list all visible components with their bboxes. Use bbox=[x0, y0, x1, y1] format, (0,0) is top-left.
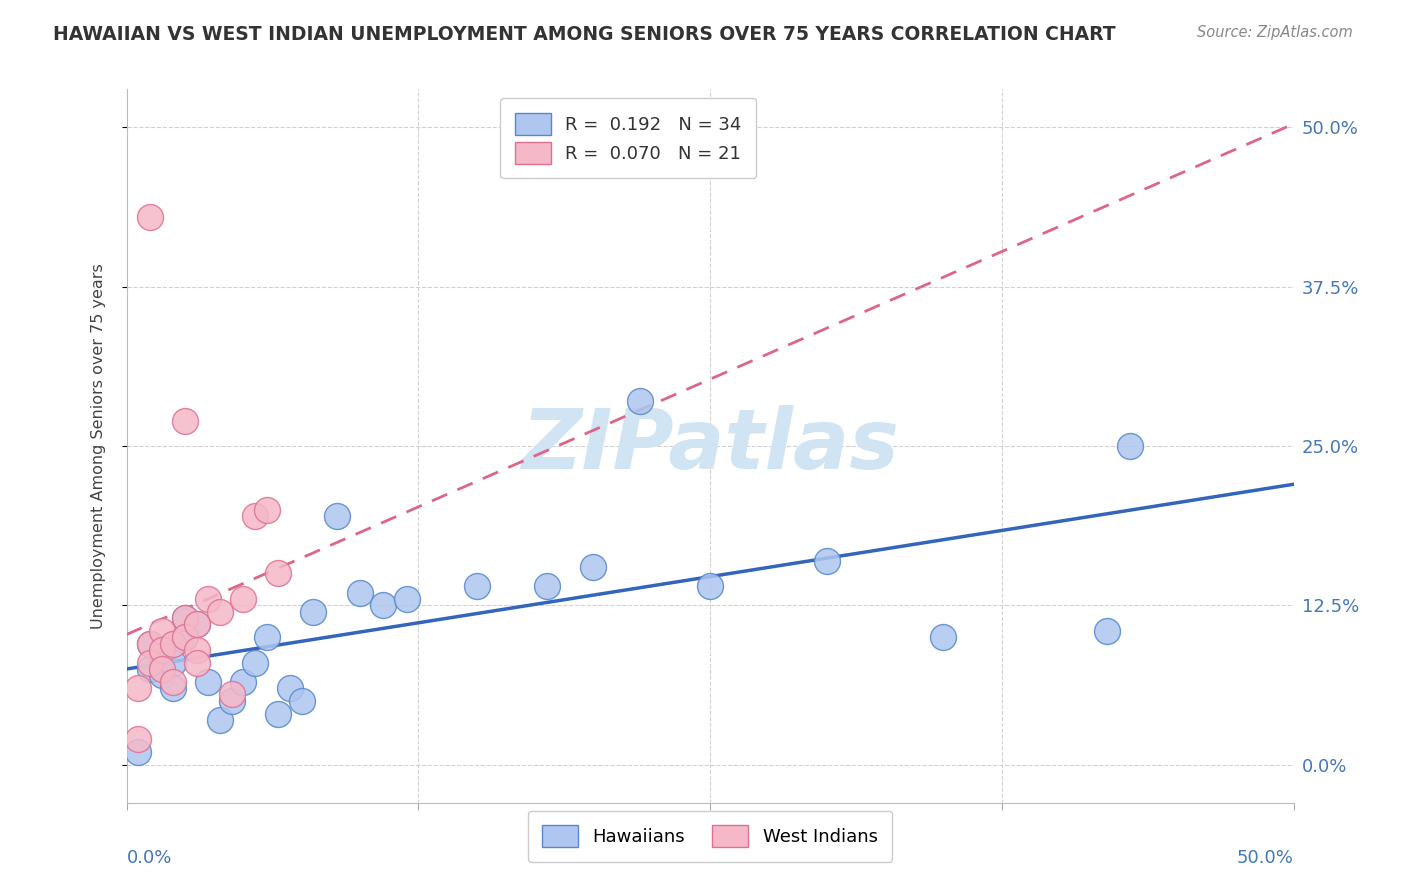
Legend: Hawaiians, West Indians: Hawaiians, West Indians bbox=[527, 811, 893, 862]
Point bbox=[127, 732, 149, 747]
Point bbox=[267, 706, 290, 721]
Text: 50.0%: 50.0% bbox=[1237, 849, 1294, 867]
Point bbox=[197, 591, 219, 606]
Point bbox=[221, 688, 243, 702]
Point bbox=[174, 611, 197, 625]
Point bbox=[325, 509, 347, 524]
Point bbox=[1095, 624, 1118, 638]
Point bbox=[232, 591, 254, 606]
Point bbox=[186, 656, 208, 670]
Point bbox=[197, 674, 219, 689]
Point bbox=[256, 502, 278, 516]
Point bbox=[256, 630, 278, 644]
Point bbox=[536, 579, 558, 593]
Point bbox=[150, 624, 173, 638]
Point bbox=[162, 656, 184, 670]
Text: Source: ZipAtlas.com: Source: ZipAtlas.com bbox=[1197, 25, 1353, 40]
Point bbox=[186, 643, 208, 657]
Point bbox=[127, 745, 149, 759]
Point bbox=[395, 591, 418, 606]
Point bbox=[628, 394, 651, 409]
Point bbox=[465, 579, 488, 593]
Point bbox=[186, 617, 208, 632]
Point bbox=[1119, 439, 1142, 453]
Point bbox=[174, 630, 197, 644]
Point bbox=[373, 599, 395, 613]
Text: HAWAIIAN VS WEST INDIAN UNEMPLOYMENT AMONG SENIORS OVER 75 YEARS CORRELATION CHA: HAWAIIAN VS WEST INDIAN UNEMPLOYMENT AMO… bbox=[53, 25, 1116, 44]
Point bbox=[139, 656, 162, 670]
Y-axis label: Unemployment Among Seniors over 75 years: Unemployment Among Seniors over 75 years bbox=[91, 263, 105, 629]
Point bbox=[699, 579, 721, 593]
Point bbox=[267, 566, 290, 581]
Text: 0.0%: 0.0% bbox=[127, 849, 172, 867]
Text: ZIPatlas: ZIPatlas bbox=[522, 406, 898, 486]
Point bbox=[162, 674, 184, 689]
Point bbox=[150, 649, 173, 664]
Point bbox=[174, 413, 197, 427]
Point bbox=[932, 630, 955, 644]
Point bbox=[139, 636, 162, 650]
Point bbox=[186, 617, 208, 632]
Point bbox=[815, 554, 838, 568]
Point bbox=[221, 694, 243, 708]
Point bbox=[174, 611, 197, 625]
Point bbox=[127, 681, 149, 695]
Point bbox=[139, 662, 162, 676]
Point bbox=[150, 643, 173, 657]
Point bbox=[290, 694, 312, 708]
Point bbox=[232, 674, 254, 689]
Point bbox=[150, 668, 173, 682]
Point bbox=[162, 681, 184, 695]
Point bbox=[162, 636, 184, 650]
Point bbox=[208, 713, 231, 727]
Point bbox=[349, 585, 371, 599]
Point bbox=[302, 605, 325, 619]
Point bbox=[208, 605, 231, 619]
Point bbox=[243, 509, 266, 524]
Point bbox=[278, 681, 301, 695]
Point bbox=[162, 636, 184, 650]
Point bbox=[243, 656, 266, 670]
Point bbox=[139, 210, 162, 224]
Point bbox=[174, 630, 197, 644]
Point bbox=[582, 560, 605, 574]
Point bbox=[139, 636, 162, 650]
Point bbox=[150, 662, 173, 676]
